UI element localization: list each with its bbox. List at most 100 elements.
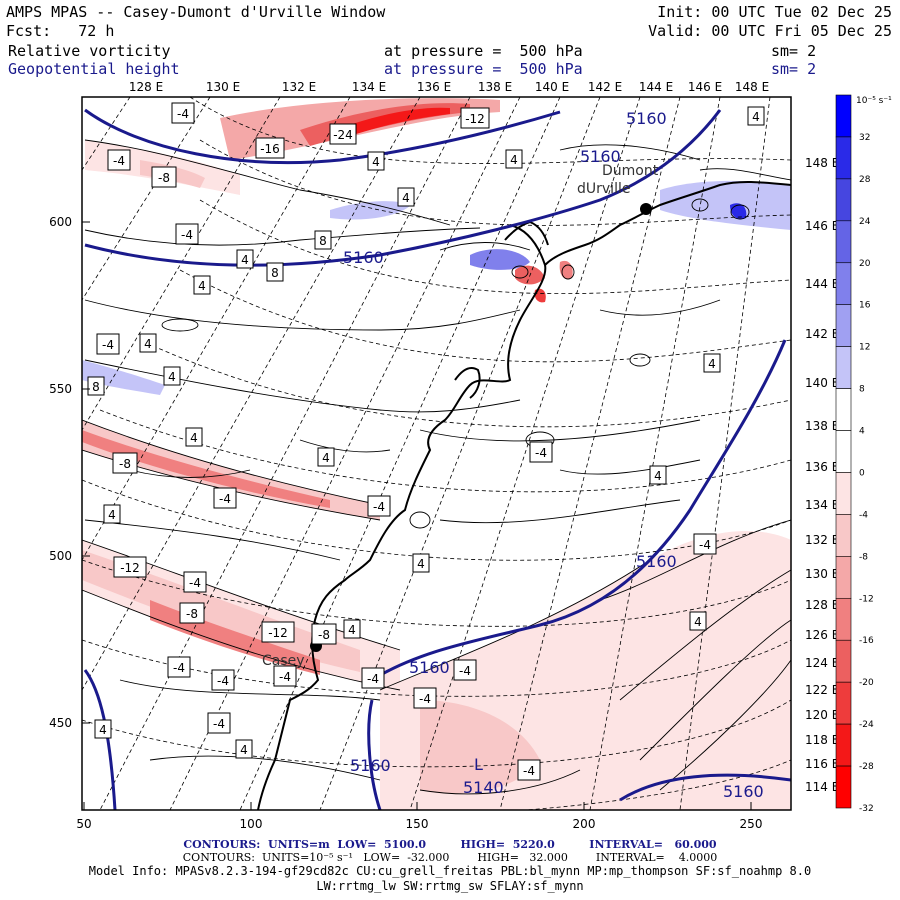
vort-label: 4 <box>689 611 707 631</box>
svg-text:4: 4 <box>402 191 410 205</box>
height-label: 5160 <box>723 782 764 801</box>
vort-label: -4 <box>529 441 553 463</box>
field-geopotential: Geopotential height <box>8 60 180 78</box>
svg-text:4: 4 <box>708 357 716 371</box>
svg-text:-4: -4 <box>699 538 711 552</box>
vort-label: -4 <box>453 659 477 681</box>
svg-text:4: 4 <box>417 557 425 571</box>
svg-text:250: 250 <box>740 817 763 831</box>
footer-model-physics: LW:rrtmg_lw SW:rrtmg_sw SFLAY:sf_mynn <box>316 879 584 893</box>
svg-text:-4: -4 <box>523 764 535 778</box>
svg-text:-4: -4 <box>177 107 189 121</box>
svg-text:142 E: 142 E <box>805 327 839 341</box>
smoothing-vorticity: sm= 2 <box>771 42 817 60</box>
vort-label: -4 <box>183 571 207 593</box>
svg-text:134 E: 134 E <box>352 80 386 94</box>
svg-text:450: 450 <box>49 716 72 730</box>
vorticity-labels: -4 -24 -12 -16 -4 -8 4 4 8 4 8 4 4 -4 -4… <box>87 102 765 781</box>
svg-text:4: 4 <box>372 155 380 169</box>
vort-label: -4 <box>211 669 235 691</box>
bottom-axis-labels: 50 100 150 200 250 <box>76 817 762 831</box>
vort-label: -4 <box>517 759 541 781</box>
field-vorticity: Relative vorticity <box>8 42 171 60</box>
svg-text:-4: -4 <box>535 446 547 460</box>
svg-text:126 E: 126 E <box>805 628 839 642</box>
svg-text:130 E: 130 E <box>206 80 240 94</box>
colorbar-swatch <box>835 556 852 599</box>
svg-text:146 E: 146 E <box>688 80 722 94</box>
colorbar-swatch <box>835 220 852 264</box>
svg-text:-4: -4 <box>459 664 471 678</box>
svg-text:140 E: 140 E <box>535 80 569 94</box>
stations: Dumont dUrville Casey <box>262 163 659 669</box>
left-axis-labels: 600 550 500 450 <box>49 215 72 730</box>
svg-text:138 E: 138 E <box>805 419 839 433</box>
svg-text:4: 4 <box>752 110 760 124</box>
height-contours <box>83 108 791 810</box>
station-dumont-durville <box>640 203 652 215</box>
init-time: Init: 00 UTC Tue 02 Dec 25 <box>657 3 892 21</box>
vort-label: 8 <box>314 230 332 250</box>
svg-text:124 E: 124 E <box>805 656 839 670</box>
vort-label: -4 <box>171 102 195 124</box>
colorbar-swatch <box>835 178 852 222</box>
svg-text:136 E: 136 E <box>805 460 839 474</box>
svg-text:200: 200 <box>573 817 596 831</box>
svg-text:130 E: 130 E <box>805 567 839 581</box>
vort-label: 4 <box>235 739 253 759</box>
vort-label: -12 <box>460 107 490 129</box>
vort-label: 4 <box>747 106 765 126</box>
vort-label: -4 <box>96 333 120 355</box>
colorbar-swatch <box>835 304 852 347</box>
svg-text:144 E: 144 E <box>805 277 839 291</box>
height-label: 5160 <box>343 248 384 267</box>
svg-text:4: 4 <box>510 153 518 167</box>
vort-label: 4 <box>649 465 667 485</box>
svg-text:-16: -16 <box>260 142 280 156</box>
svg-text:-4: -4 <box>113 154 125 168</box>
svg-text:4: 4 <box>694 615 702 629</box>
svg-text:-4: -4 <box>102 338 114 352</box>
svg-text:4: 4 <box>168 370 176 384</box>
vort-label: -16 <box>255 137 285 159</box>
svg-text:100: 100 <box>240 817 263 831</box>
vort-label: 4 <box>236 249 254 269</box>
vort-label: 4 <box>505 149 523 169</box>
vort-label: -8 <box>179 602 205 624</box>
vort-label: -4 <box>273 665 297 687</box>
vorticity-contours <box>82 139 791 795</box>
svg-text:4: 4 <box>322 451 330 465</box>
vort-label: 4 <box>397 187 415 207</box>
colorbar-swatch <box>835 765 852 809</box>
pressure-geopotential: at pressure = 500 hPa <box>384 60 583 78</box>
svg-text:500: 500 <box>49 549 72 563</box>
vort-label: -4 <box>175 223 199 245</box>
svg-text:8: 8 <box>271 266 279 280</box>
svg-text:4: 4 <box>240 743 248 757</box>
svg-text:148 E: 148 E <box>805 156 839 170</box>
svg-text:128 E: 128 E <box>129 80 163 94</box>
colorbar-swatch <box>835 723 852 767</box>
footer-contours-height: CONTOURS: UNITS=m LOW= 5100.0 HIGH= 5220… <box>183 838 717 851</box>
svg-text:138 E: 138 E <box>478 80 512 94</box>
vort-label: 4 <box>193 275 211 295</box>
vort-label: -12 <box>113 556 147 578</box>
svg-text:114 E: 114 E <box>805 780 839 794</box>
svg-text:-8: -8 <box>158 171 170 185</box>
svg-text:142 E: 142 E <box>588 80 622 94</box>
colorbar-label: -32 <box>859 804 874 814</box>
vort-label: 4 <box>103 504 121 524</box>
vort-label: 4 <box>703 353 721 373</box>
station-label: dUrville <box>577 181 630 197</box>
svg-text:-8: -8 <box>318 628 330 642</box>
vort-label: -4 <box>361 667 385 689</box>
vort-label: 4 <box>185 427 203 447</box>
svg-text:-12: -12 <box>268 626 288 640</box>
svg-text:4: 4 <box>198 279 206 293</box>
height-label: 5160 <box>580 147 621 166</box>
height-labels: 5160 5160 5160 5160 5160 5160 5160 5140 … <box>343 109 764 801</box>
svg-text:-4: -4 <box>367 672 379 686</box>
svg-text:-8: -8 <box>119 457 131 471</box>
graticule <box>82 97 791 810</box>
